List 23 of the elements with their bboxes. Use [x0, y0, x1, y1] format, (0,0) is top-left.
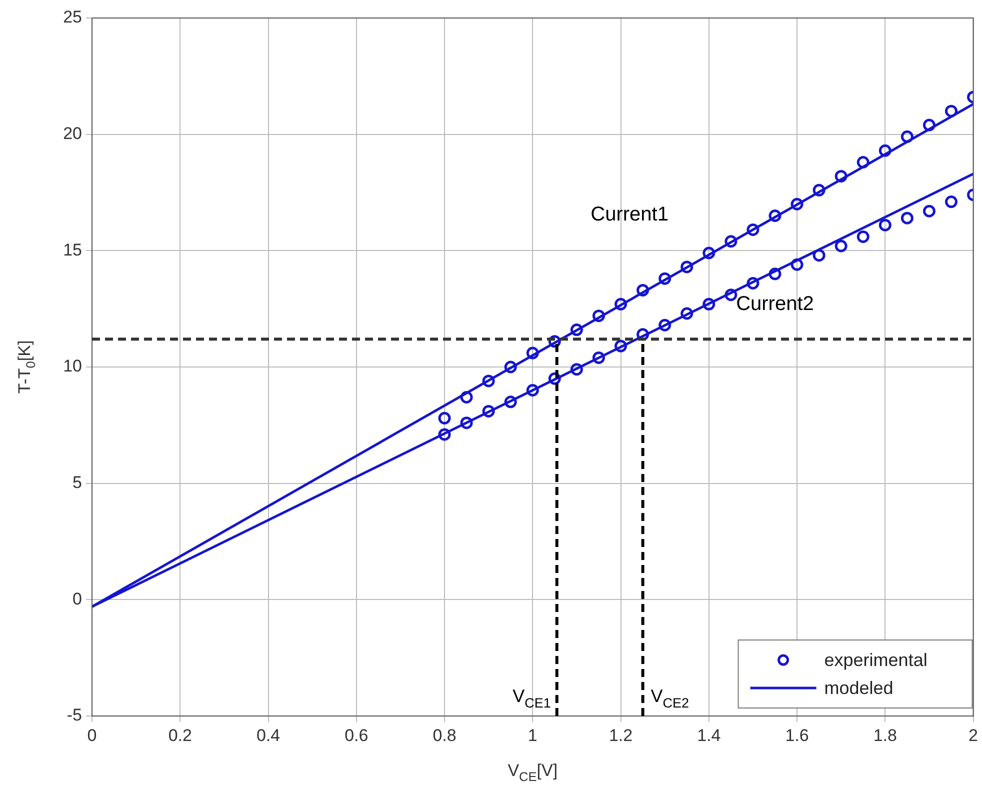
y-axis-title: T-T0[K] [15, 340, 38, 394]
y-tick-label: -5 [66, 706, 82, 725]
y-tick-label: 15 [63, 240, 82, 260]
legend-label: modeled [824, 678, 894, 698]
y-tick-label: 20 [63, 124, 82, 144]
annotation: Current1 [590, 203, 668, 226]
x-tick-label: 1.4 [697, 726, 721, 745]
x-tick-label: 2 [968, 726, 978, 745]
y-tick-label: 0 [72, 589, 82, 608]
x-tick-label: 0 [87, 726, 97, 745]
x-tick-label: 1.2 [608, 726, 633, 745]
y-tick-label: 10 [63, 356, 82, 376]
x-tick-label: 0.2 [168, 726, 192, 745]
annotation: Current2 [736, 292, 814, 315]
x-tick-label: 0.4 [256, 726, 280, 745]
x-tick-label: 1 [528, 726, 538, 745]
x-tick-label: 0.6 [344, 726, 368, 745]
x-tick-label: 1.6 [785, 726, 809, 745]
y-tick-label: 25 [63, 8, 82, 27]
y-tick-label: 5 [72, 473, 82, 492]
x-tick-label: 0.8 [432, 726, 456, 745]
x-tick-label: 1.8 [873, 726, 897, 745]
legend-label: experimental [824, 650, 928, 670]
